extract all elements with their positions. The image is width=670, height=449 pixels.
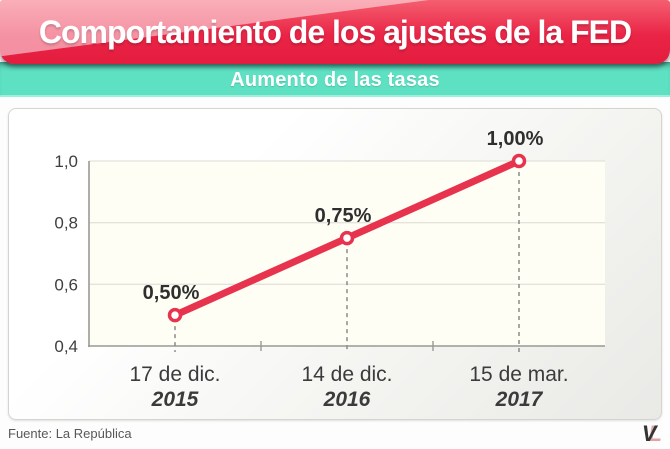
point-value-label: 0,50% [143,282,200,304]
source-credit: Fuente: La República [8,426,132,441]
page-title: Comportamiento de los ajustes de la FED [38,13,632,50]
x-axis-label-date: 14 de dic. [301,363,392,386]
point-value-label: 0,75% [315,205,372,227]
title-banner: Comportamiento de los ajustes de la FED [0,0,670,64]
x-axis-label-year: 2016 [323,388,371,411]
point-value-label: 1,00% [487,128,544,150]
x-axis-label-date: 15 de mar. [469,363,568,386]
y-axis-tick-label: 1,0 [54,152,78,171]
subtitle-banner: Aumento de las tasas [0,62,670,97]
x-axis-label-year: 2015 [151,388,199,411]
brand-logo-letter-v: V [641,421,657,446]
brand-logo: VL [642,423,662,445]
subtitle-text: Aumento de las tasas [230,68,440,91]
data-point-1 [339,230,355,246]
plot-area [89,161,605,346]
y-axis-tick-label: 0,4 [54,337,78,356]
x-axis-label-date: 17 de dic. [129,363,220,386]
brand-logo-letter-l: L [648,421,662,446]
fed-rate-line-chart: 0,40,60,81,00,50%0,75%1,00%17 de dic.201… [54,128,605,411]
y-axis-tick-label: 0,8 [54,214,78,233]
y-axis-tick-label: 0,6 [54,275,78,294]
data-point-0 [167,307,183,323]
data-point-2 [511,153,527,169]
chart-card: 0,4 0,6 0,8 1,0 0,50% 0,75% 1,00% 17 de dic. 201… [8,108,662,420]
x-axis-label-year: 2017 [495,388,544,411]
